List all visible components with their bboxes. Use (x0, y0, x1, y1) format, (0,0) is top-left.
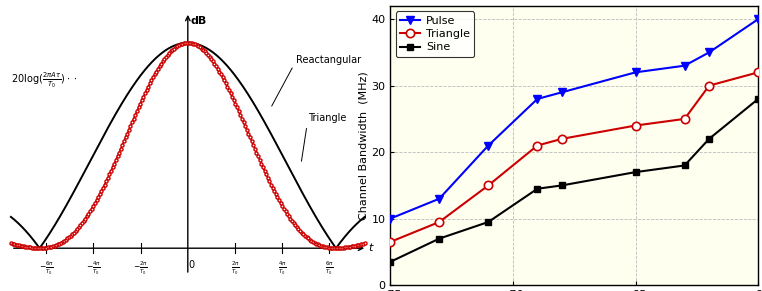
Sine (631, 170, 640, 174)
Triangle (533, 144, 542, 147)
Y-axis label: Channel Bandwidth  (MHz): Channel Bandwidth (MHz) (358, 71, 369, 220)
Pulse (705, 51, 714, 54)
Text: $-\frac{2\pi}{T_0}$: $-\frac{2\pi}{T_0}$ (133, 260, 148, 277)
Pulse (557, 91, 566, 94)
Sine (557, 184, 566, 187)
Pulse (631, 71, 640, 74)
Sine (434, 237, 443, 240)
Text: Triangle: Triangle (302, 113, 347, 161)
Pulse (754, 17, 762, 21)
Text: $\frac{2\pi}{T_0}$: $\frac{2\pi}{T_0}$ (231, 260, 239, 277)
Pulse (533, 97, 542, 101)
Line: Sine: Sine (387, 95, 762, 265)
Triangle (557, 137, 566, 141)
Triangle (680, 117, 689, 121)
Sine (680, 164, 689, 167)
Triangle (386, 240, 395, 244)
Triangle (434, 220, 443, 224)
Sine (533, 187, 542, 191)
Legend: Pulse, Triangle, Sine: Pulse, Triangle, Sine (395, 11, 474, 57)
Pulse (386, 217, 395, 220)
Triangle (631, 124, 640, 127)
Sine (484, 220, 493, 224)
Text: dB: dB (190, 16, 207, 26)
Triangle (705, 84, 714, 87)
Pulse (484, 144, 493, 147)
Sine (754, 97, 762, 101)
Text: 0: 0 (188, 260, 194, 269)
Text: $-\frac{6\pi}{T_0}$: $-\frac{6\pi}{T_0}$ (39, 260, 54, 277)
Sine (386, 260, 395, 264)
Pulse (680, 64, 689, 68)
Pulse (434, 197, 443, 200)
Text: t: t (368, 243, 373, 253)
Triangle (754, 71, 762, 74)
Line: Triangle: Triangle (386, 68, 762, 246)
Text: $\frac{6\pi}{T_0}$: $\frac{6\pi}{T_0}$ (325, 260, 334, 277)
Text: $\frac{4\pi}{T_0}$: $\frac{4\pi}{T_0}$ (278, 260, 287, 277)
Sine (705, 137, 714, 141)
Text: $-\frac{4\pi}{T_0}$: $-\frac{4\pi}{T_0}$ (86, 260, 101, 277)
Text: Reactangular: Reactangular (272, 55, 361, 106)
Text: $20\log(\frac{2\pi A\tau}{T_0})\cdot\cdot$: $20\log(\frac{2\pi A\tau}{T_0})\cdot\cdo… (11, 70, 77, 90)
Line: Pulse: Pulse (386, 15, 762, 223)
Triangle (484, 184, 493, 187)
